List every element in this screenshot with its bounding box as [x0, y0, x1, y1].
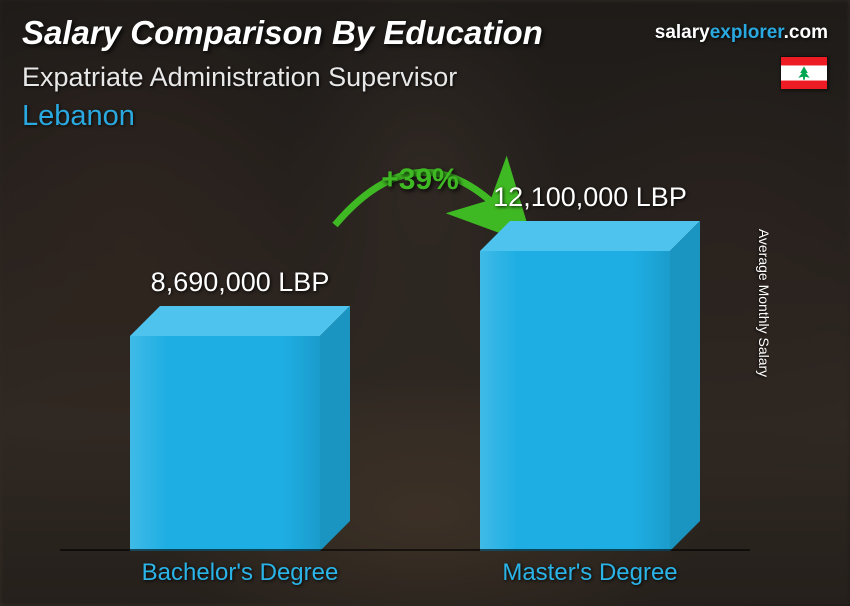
bar-side-face	[320, 306, 350, 551]
page-subtitle: Expatriate Administration Supervisor	[22, 62, 457, 93]
bar-value: 8,690,000 LBP	[110, 267, 370, 298]
content-root: Salary Comparison By Education Expatriat…	[0, 0, 850, 606]
bar-top-face	[130, 306, 350, 336]
bar-value: 12,100,000 LBP	[460, 182, 720, 213]
brand-part3: .com	[784, 22, 828, 43]
chart-baseline	[60, 549, 750, 551]
bar-category-label: Bachelor's Degree	[110, 559, 370, 587]
brand-logo: salaryexplorer.com	[655, 22, 828, 44]
bar-front-face	[480, 251, 670, 551]
bar-chart: +39% 8,690,000 LBP Bachelor's Degree 12,…	[0, 140, 810, 606]
delta-percent: +39%	[381, 163, 459, 197]
bar-side-face	[670, 221, 700, 551]
flag-lebanon	[780, 56, 828, 90]
bar-front-face	[130, 336, 320, 551]
bar-top-face	[480, 221, 700, 251]
bar-category-label: Master's Degree	[460, 559, 720, 587]
brand-part2: explorer	[710, 22, 784, 43]
brand-part1: salary	[655, 22, 710, 43]
page-title: Salary Comparison By Education	[22, 14, 543, 52]
country-label: Lebanon	[22, 100, 135, 133]
